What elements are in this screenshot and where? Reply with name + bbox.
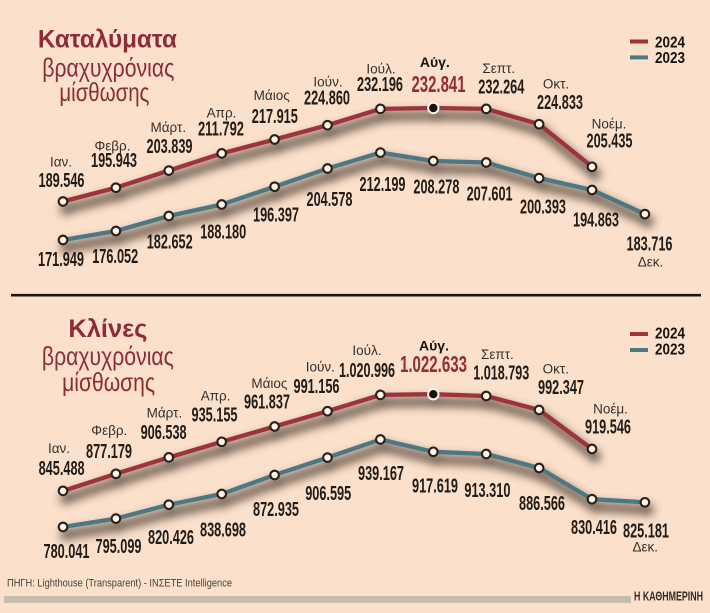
svg-text:795.099: 795.099 <box>96 536 142 558</box>
svg-text:Νοέμ.: Νοέμ. <box>593 402 628 417</box>
svg-text:Φεβρ.: Φεβρ. <box>91 423 127 438</box>
svg-text:232.841: 232.841 <box>412 71 466 97</box>
svg-text:992.347: 992.347 <box>538 377 584 399</box>
svg-text:224.833: 224.833 <box>537 92 583 114</box>
svg-text:Μάρτ.: Μάρτ. <box>150 120 186 135</box>
svg-text:Σεπτ.: Σεπτ. <box>481 347 514 362</box>
svg-text:232.196: 232.196 <box>357 74 403 96</box>
svg-text:780.041: 780.041 <box>44 541 90 563</box>
svg-text:Νοέμ.: Νοέμ. <box>592 116 627 131</box>
svg-text:207.601: 207.601 <box>467 184 513 206</box>
svg-text:2023: 2023 <box>655 341 685 358</box>
svg-text:1.020.996: 1.020.996 <box>339 360 395 382</box>
svg-text:830.416: 830.416 <box>571 517 617 539</box>
svg-text:171.949: 171.949 <box>38 249 84 271</box>
svg-text:Ιούν.: Ιούν. <box>306 360 335 375</box>
svg-text:203.839: 203.839 <box>147 136 193 158</box>
svg-text:Ιούλ.: Ιούλ. <box>352 343 381 358</box>
svg-text:2023: 2023 <box>655 50 685 67</box>
svg-text:919.546: 919.546 <box>585 417 631 439</box>
svg-text:Κλίνες: Κλίνες <box>68 315 147 343</box>
svg-text:183.716: 183.716 <box>627 234 673 256</box>
svg-text:Σεπτ.: Σεπτ. <box>482 61 515 76</box>
svg-text:961.837: 961.837 <box>244 392 290 414</box>
svg-text:196.397: 196.397 <box>253 204 299 226</box>
svg-text:917.619: 917.619 <box>412 476 458 498</box>
svg-text:913.310: 913.310 <box>464 480 510 502</box>
svg-text:886.566: 886.566 <box>519 493 565 515</box>
svg-text:Δεκ.: Δεκ. <box>638 255 664 270</box>
svg-text:Η ΚΑΘΗΜΕΡΙΝΗ: Η ΚΑΘΗΜΕΡΙΝΗ <box>634 589 703 603</box>
svg-text:Ιούν.: Ιούν. <box>313 75 342 90</box>
svg-text:Απρ.: Απρ. <box>201 389 231 404</box>
svg-text:217.915: 217.915 <box>252 106 298 128</box>
svg-text:2024: 2024 <box>655 35 685 52</box>
svg-text:211.792: 211.792 <box>198 119 244 141</box>
svg-text:ΠΗΓΗ: Lighthouse (Transparent): ΠΗΓΗ: Lighthouse (Transparent) - ΙΝΣΕΤΕ … <box>7 578 232 590</box>
svg-text:845.488: 845.488 <box>39 458 85 480</box>
svg-text:877.179: 877.179 <box>86 441 132 463</box>
svg-text:Αύγ.: Αύγ. <box>419 338 449 354</box>
svg-text:825.181: 825.181 <box>623 521 669 543</box>
svg-text:194.863: 194.863 <box>573 210 619 232</box>
svg-text:Δεκ.: Δεκ. <box>633 540 659 555</box>
svg-text:182.652: 182.652 <box>147 231 193 253</box>
svg-text:Μάιος: Μάιος <box>254 88 291 103</box>
svg-text:Οκτ.: Οκτ. <box>543 77 569 92</box>
svg-text:2024: 2024 <box>655 326 685 343</box>
svg-text:872.935: 872.935 <box>253 499 299 521</box>
svg-text:204.578: 204.578 <box>307 189 353 211</box>
svg-text:1.022.633: 1.022.633 <box>400 351 467 377</box>
svg-text:Ιαν.: Ιαν. <box>50 155 72 170</box>
svg-text:Καταλύματα: Καταλύματα <box>38 26 178 54</box>
svg-text:820.426: 820.426 <box>148 527 194 549</box>
svg-text:βραχυχρόνιας: βραχυχρόνιας <box>42 341 174 371</box>
svg-text:Μάιος: Μάιος <box>251 376 288 391</box>
svg-text:991.156: 991.156 <box>294 376 340 398</box>
svg-text:μίσθωσης: μίσθωσης <box>59 77 149 107</box>
svg-text:939.167: 939.167 <box>358 463 404 485</box>
svg-text:Οκτ.: Οκτ. <box>543 362 569 377</box>
svg-text:μίσθωσης: μίσθωσης <box>62 367 155 397</box>
svg-text:188.180: 188.180 <box>200 222 246 244</box>
svg-text:189.546: 189.546 <box>39 170 85 192</box>
svg-text:200.393: 200.393 <box>520 197 566 219</box>
svg-text:906.595: 906.595 <box>305 483 351 505</box>
svg-text:906.538: 906.538 <box>141 422 187 444</box>
svg-text:Ιούλ.: Ιούλ. <box>366 62 395 77</box>
svg-text:Απρ.: Απρ. <box>207 106 237 121</box>
svg-text:Ιαν.: Ιαν. <box>48 441 70 456</box>
svg-text:935.155: 935.155 <box>192 405 238 427</box>
svg-text:838.698: 838.698 <box>200 520 246 542</box>
svg-text:195.943: 195.943 <box>91 150 137 172</box>
svg-text:βραχυχρόνιας: βραχυχρόνιας <box>42 52 174 82</box>
svg-text:1.018.793: 1.018.793 <box>473 363 529 385</box>
svg-text:205.435: 205.435 <box>587 131 633 153</box>
svg-text:Φεβρ.: Φεβρ. <box>95 139 131 154</box>
svg-text:232.264: 232.264 <box>478 77 524 99</box>
svg-text:176.052: 176.052 <box>92 246 138 268</box>
svg-text:208.278: 208.278 <box>413 177 459 199</box>
svg-text:224.860: 224.860 <box>304 88 350 110</box>
svg-text:Αύγ.: Αύγ. <box>420 54 450 70</box>
svg-text:Μάρτ.: Μάρτ. <box>147 406 183 421</box>
svg-text:212.199: 212.199 <box>360 174 406 196</box>
